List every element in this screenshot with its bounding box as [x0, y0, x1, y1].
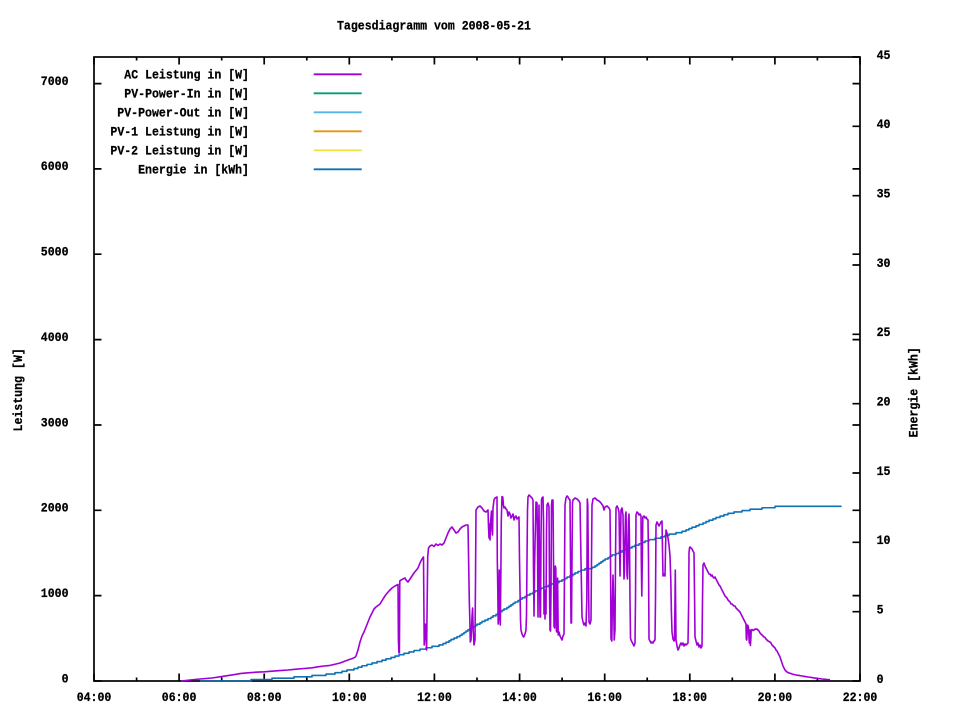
svg-text:PV-2 Leistung in [W]: PV-2 Leistung in [W]	[110, 145, 249, 159]
svg-text:PV-Power-In in [W]: PV-Power-In in [W]	[124, 88, 249, 102]
svg-text:10: 10	[877, 534, 891, 548]
svg-text:Energie in [kWh]: Energie in [kWh]	[138, 164, 249, 178]
svg-text:04:00: 04:00	[77, 691, 112, 705]
svg-text:6000: 6000	[41, 160, 69, 174]
svg-text:45: 45	[877, 49, 891, 63]
svg-text:0: 0	[62, 672, 69, 686]
svg-text:Tagesdiagramm vom 2008-05-21: Tagesdiagramm vom 2008-05-21	[337, 19, 531, 33]
svg-text:18:00: 18:00	[672, 691, 707, 705]
svg-text:15: 15	[877, 465, 891, 479]
svg-text:22:00: 22:00	[843, 691, 878, 705]
svg-text:35: 35	[877, 187, 891, 201]
svg-text:12:00: 12:00	[417, 691, 452, 705]
svg-text:06:00: 06:00	[162, 691, 197, 705]
svg-text:2000: 2000	[41, 502, 69, 516]
svg-text:16:00: 16:00	[587, 691, 622, 705]
svg-text:14:00: 14:00	[502, 691, 537, 705]
svg-text:1000: 1000	[41, 587, 69, 601]
svg-text:0: 0	[877, 673, 884, 687]
svg-text:4000: 4000	[41, 331, 69, 345]
svg-text:10:00: 10:00	[332, 691, 367, 705]
svg-text:PV-Power-Out in [W]: PV-Power-Out in [W]	[117, 107, 249, 121]
svg-text:25: 25	[877, 326, 891, 340]
svg-text:40: 40	[877, 118, 891, 132]
svg-text:20:00: 20:00	[758, 691, 793, 705]
svg-text:3000: 3000	[41, 416, 69, 430]
svg-text:20: 20	[877, 395, 891, 409]
svg-text:7000: 7000	[41, 75, 69, 89]
svg-text:5: 5	[877, 603, 884, 617]
svg-text:Energie [kWh]: Energie [kWh]	[908, 347, 922, 437]
svg-text:PV-1 Leistung in [W]: PV-1 Leistung in [W]	[110, 126, 249, 140]
svg-text:Leistung [W]: Leistung [W]	[12, 348, 26, 431]
svg-text:5000: 5000	[41, 246, 69, 260]
svg-text:30: 30	[877, 257, 891, 271]
svg-text:08:00: 08:00	[247, 691, 282, 705]
svg-text:AC Leistung in [W]: AC Leistung in [W]	[124, 69, 249, 83]
